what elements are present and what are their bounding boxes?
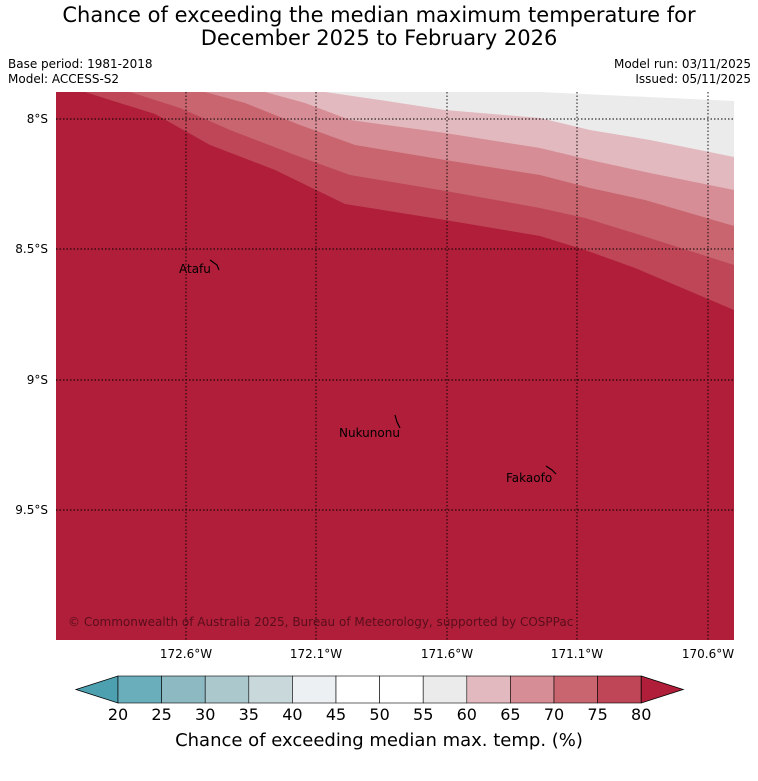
colorbar-tick-label: 25 [151, 705, 171, 724]
colorbar-label: Chance of exceeding median max. temp. (%… [175, 730, 583, 751]
band-45-50 [540, 92, 734, 101]
meta-left: Base period: 1981-2018 Model: ACCESS-S2 [8, 57, 153, 87]
atolls [209, 259, 557, 475]
lat-labels: 8°S 8.5°S 9°S 9.5°S [15, 112, 48, 517]
graticule [56, 92, 734, 640]
colorbar-swatch [161, 675, 206, 704]
colorbar-tick-label: 20 [108, 705, 128, 724]
colorbar-swatch [204, 675, 250, 704]
colorbar-tick-label: 30 [195, 705, 215, 724]
meta-right: Model run: 03/11/2025 Issued: 05/11/2025 [614, 57, 751, 87]
lat-label: 8°S [27, 112, 48, 126]
colorbar-tick-label: 80 [631, 705, 651, 724]
colorbar-swatch [248, 675, 293, 704]
lon-label: 172.6°W [160, 647, 212, 661]
colorbar-tick-label: 40 [282, 705, 302, 724]
lon-label: 171.6°W [421, 647, 473, 661]
atafu-atoll-shape [209, 259, 220, 271]
colorbar-swatch [597, 675, 642, 704]
colorbar-swatches [74, 675, 685, 704]
title-line-2: December 2025 to February 2026 [200, 26, 558, 50]
place-label-nukunonu: Nukunonu [339, 426, 400, 440]
nukunonu-atoll-shape [394, 414, 401, 429]
lat-label: 9°S [27, 373, 48, 387]
colorbar-swatch [379, 675, 424, 704]
colorbar-tick-label: 45 [326, 705, 346, 724]
colorbar-swatch [422, 675, 468, 704]
colorbar-tick-label: 60 [457, 705, 477, 724]
lat-label: 9.5°S [15, 503, 48, 517]
colorbar-tick-label: 65 [500, 705, 520, 724]
colorbar-swatch [292, 675, 337, 704]
model-run: Model run: 03/11/2025 [613, 57, 751, 71]
copyright-notice: © Commonwealth of Australia 2025, Bureau… [68, 615, 573, 629]
band-50-55 [325, 92, 734, 157]
colorbar-tick-label: 50 [369, 705, 389, 724]
colorbar-tick-label: 70 [544, 705, 564, 724]
issued-date: Issued: 05/11/2025 [635, 72, 751, 86]
place-labels: Atafu Nukunonu Fakaofo [179, 262, 552, 485]
colorbar-tick-label: 75 [587, 705, 607, 724]
lon-labels: 172.6°W 172.1°W 171.6°W 171.1°W 170.6°W [160, 647, 734, 661]
colorbar-tick-label: 55 [413, 705, 433, 724]
lon-label: 171.1°W [551, 647, 603, 661]
colorbar-swatch [466, 675, 511, 704]
title-line-1: Chance of exceeding the median maximum t… [62, 3, 696, 27]
colorbar-extend-low [74, 675, 119, 704]
lat-label: 8.5°S [15, 242, 48, 256]
fakaofo-atoll-shape [545, 465, 557, 475]
lon-label: 172.1°W [290, 647, 342, 661]
place-label-fakaofo: Fakaofo [506, 471, 552, 485]
colorbar-ticks: 20 25 30 35 40 45 50 55 60 65 70 75 80 [108, 705, 652, 724]
model-name: Model: ACCESS-S2 [8, 72, 120, 86]
base-period: Base period: 1981-2018 [8, 57, 153, 71]
colorbar-swatch [510, 675, 555, 704]
colorbar-swatch [117, 675, 162, 704]
probability-bands [56, 92, 734, 640]
colorbar-tick-label: 35 [239, 705, 259, 724]
place-label-atafu: Atafu [179, 262, 211, 276]
colorbar-swatch [553, 675, 598, 704]
lon-label: 170.6°W [682, 647, 734, 661]
colorbar-swatch [335, 675, 380, 704]
chart-title: Chance of exceeding the median maximum t… [0, 4, 758, 50]
colorbar-extend-high [640, 675, 685, 704]
